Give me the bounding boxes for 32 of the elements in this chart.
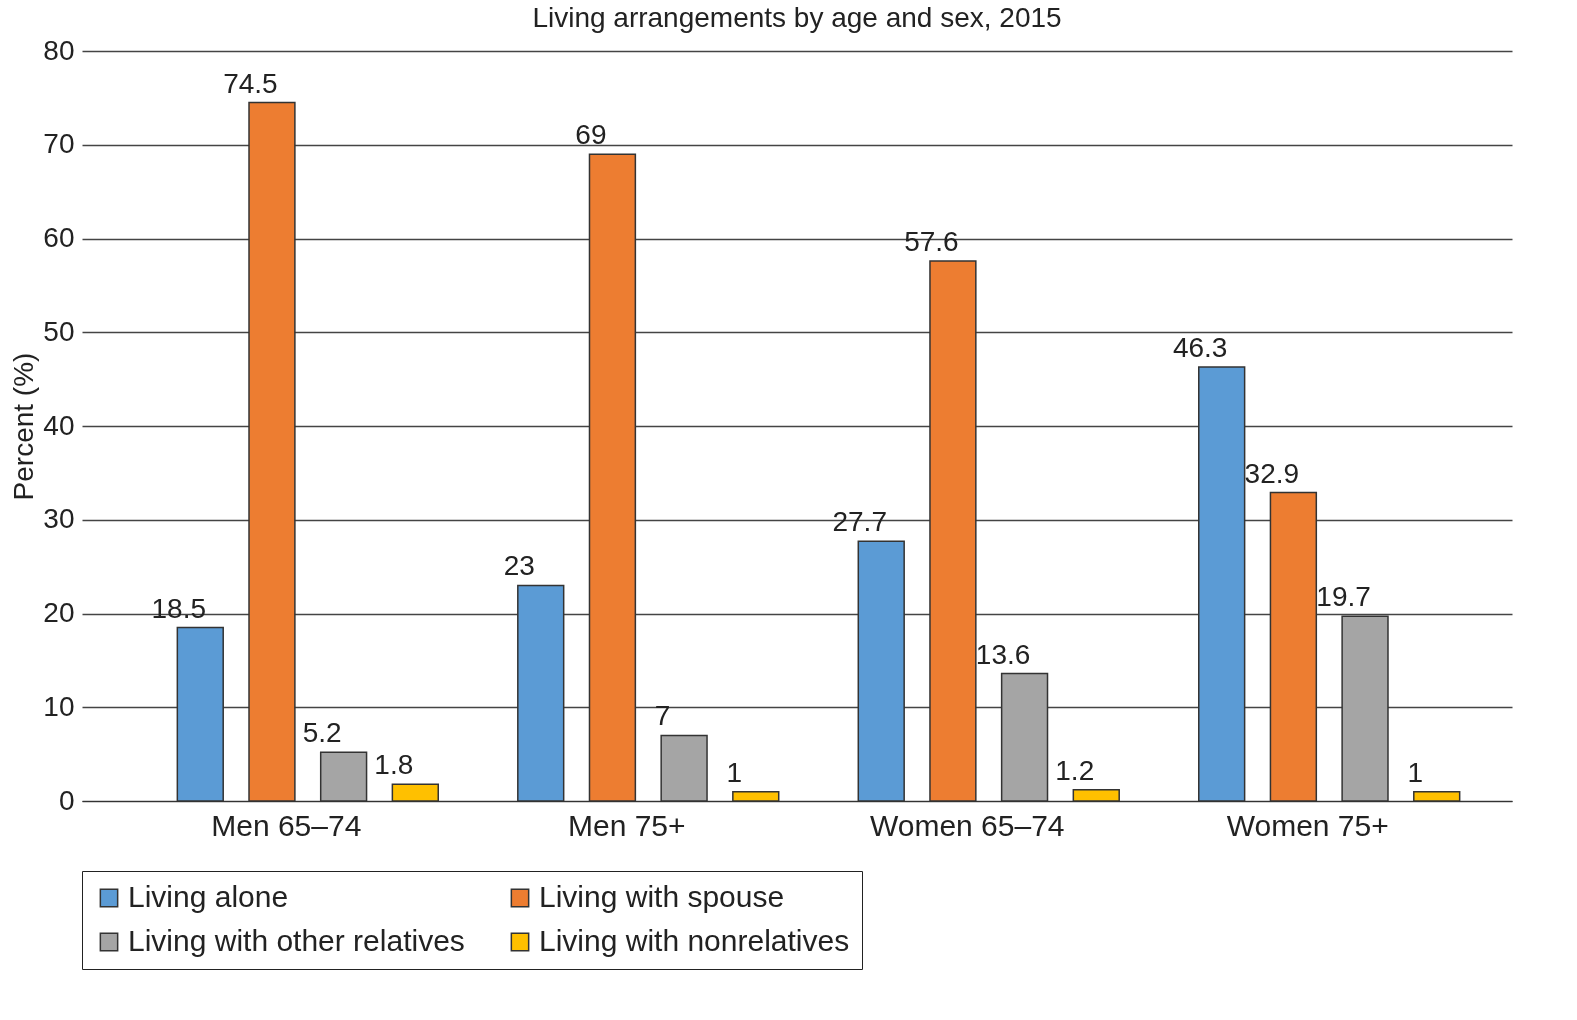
data-label: 5.2 xyxy=(302,717,342,749)
legend-label: Living with other relatives xyxy=(128,924,465,957)
data-label: 1.8 xyxy=(374,749,414,781)
x-tick-label: Women 75+ xyxy=(1226,808,1389,842)
x-tick-label: Women 65–74 xyxy=(869,808,1065,842)
data-label: 13.6 xyxy=(975,638,1031,670)
y-tick-label: 70 xyxy=(43,128,75,160)
data-label: 69 xyxy=(575,119,607,151)
y-tick-label: 40 xyxy=(43,409,75,441)
legend-label: Living with spouse xyxy=(539,880,785,913)
data-label: 23 xyxy=(503,550,535,582)
data-label: 74.5 xyxy=(223,67,278,99)
y-tick-label: 80 xyxy=(43,34,75,66)
data-label: 46.3 xyxy=(1172,331,1228,363)
data-label: 1.2 xyxy=(1055,754,1095,786)
x-tick-label: Men 65–74 xyxy=(211,808,362,842)
y-tick-label: 50 xyxy=(43,315,75,347)
x-tick-label: Men 75+ xyxy=(567,808,686,842)
data-label: 32.9 xyxy=(1244,457,1300,489)
y-tick-label: 20 xyxy=(43,597,75,628)
data-label: 19.7 xyxy=(1316,581,1371,613)
legend-label: Living with nonrelatives xyxy=(539,924,850,957)
y-axis-title: Percent (%) xyxy=(8,352,40,501)
y-tick-label: 60 xyxy=(43,222,75,253)
data-label: 1 xyxy=(1407,756,1424,788)
y-tick-label: 0 xyxy=(58,784,75,816)
data-label: 7 xyxy=(654,700,671,732)
y-tick-label: 30 xyxy=(43,503,75,535)
data-label: 1 xyxy=(726,756,743,788)
y-tick-label: 10 xyxy=(43,690,75,722)
legend-label: Living alone xyxy=(128,880,289,913)
chart-title: Living arrangements by age and sex, 2015 xyxy=(532,2,1062,33)
